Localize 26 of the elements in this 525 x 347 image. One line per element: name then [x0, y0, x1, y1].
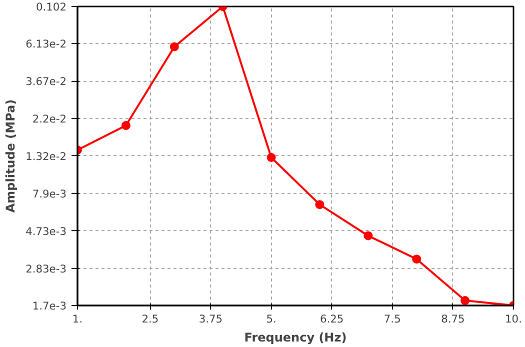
y-tick-label: 1.32e-2: [26, 150, 67, 163]
y-tick-label: 0.102: [36, 0, 67, 14]
x-tick-label: 6.25: [320, 312, 344, 326]
point: [121, 120, 130, 130]
x-tick-label: 3.75: [198, 312, 223, 326]
point: [412, 254, 422, 264]
y-axis-title: Amplitude (MPa): [4, 99, 18, 213]
point: [460, 296, 470, 306]
x-tick-label: 2.5: [142, 312, 159, 326]
x-tick-label: 10.: [505, 312, 522, 326]
y-tick-label: 3.67e-2: [26, 75, 67, 88]
y-tick-label: 2.83e-3: [26, 262, 67, 276]
x-axis-title: Frequency (Hz): [244, 330, 347, 344]
y-tick-label: 1.7e-3: [32, 300, 67, 312]
x-tick-label: 7.5: [384, 312, 401, 326]
point: [364, 231, 373, 240]
x-tick-label: 5.: [266, 312, 276, 326]
x-tick-label: 8.75: [441, 312, 465, 326]
x-tick-label: 1.: [72, 312, 83, 326]
y-tick-label: 2.2e-2: [32, 112, 67, 126]
y-tick-label: 4.73e-3: [26, 224, 67, 238]
point: [266, 153, 276, 162]
y-tick-label: 7.9e-3: [32, 187, 67, 200]
y-tick-label: 6.13e-2: [26, 38, 67, 51]
point: [315, 200, 324, 210]
point: [170, 42, 179, 52]
